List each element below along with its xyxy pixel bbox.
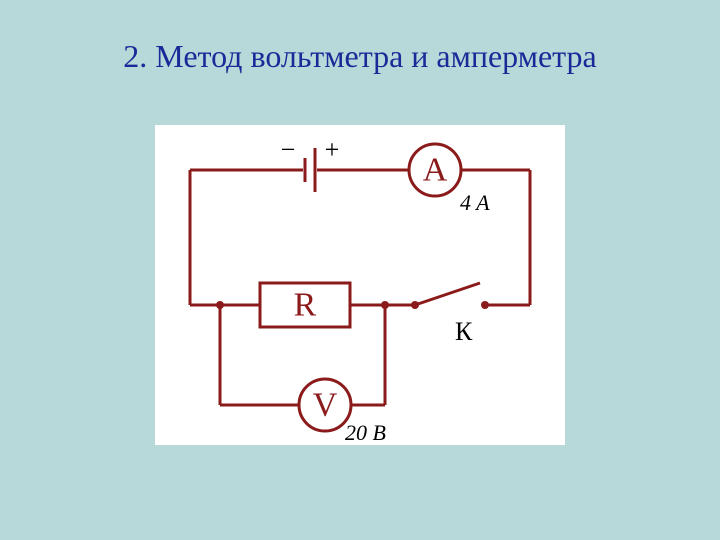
voltmeter-letter: V: [313, 387, 338, 424]
circuit-svg: A R V − + 4 A: [155, 125, 565, 445]
switch-terminal-left: [411, 301, 419, 309]
ammeter-value: 4 A: [460, 190, 490, 215]
switch-arm: [415, 283, 480, 305]
battery-minus-sign: −: [281, 135, 296, 164]
voltmeter-value: 20 B: [345, 420, 386, 445]
node-left: [216, 301, 224, 309]
battery-plus-sign: +: [325, 135, 340, 164]
ammeter-letter: A: [423, 152, 448, 189]
circuit-diagram: A R V − + 4 A: [155, 125, 565, 445]
page-title: 2. Метод вольтметра и амперметра: [0, 38, 720, 75]
switch-label: К: [455, 317, 473, 346]
resistor-letter: R: [294, 287, 317, 324]
